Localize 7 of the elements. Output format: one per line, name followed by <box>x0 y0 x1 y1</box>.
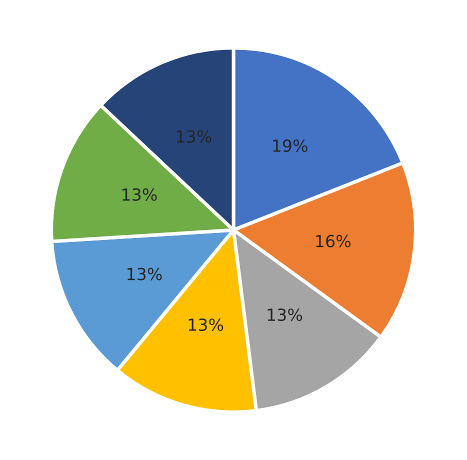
data-label: 19% <box>273 139 308 152</box>
data-label: 13% <box>188 318 224 332</box>
data-label: 13% <box>128 268 162 280</box>
data-label: 16% <box>316 234 350 248</box>
data-label: 13% <box>122 188 157 201</box>
data-label: 13% <box>177 130 212 143</box>
data-label: 13% <box>268 308 302 322</box>
